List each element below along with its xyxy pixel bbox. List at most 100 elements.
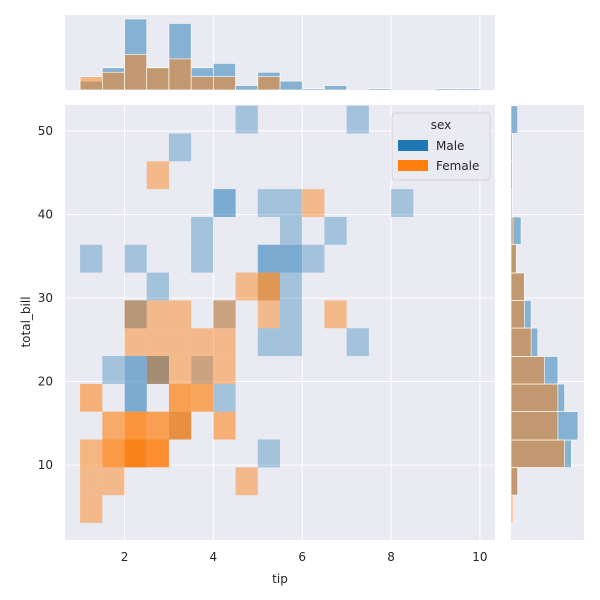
x-marginal-bars (79, 18, 481, 91)
x-marginal-bar-male (301, 88, 325, 91)
hist2d-cell-female (191, 356, 214, 384)
hist2d-cell-female (146, 356, 169, 384)
hist2d-cell-female (124, 300, 147, 329)
x-tick-label: 6 (298, 550, 306, 564)
y-tick-label: 10 (38, 458, 53, 472)
hist2d-cell-female (146, 161, 169, 190)
x-marginal-bar-male (324, 85, 347, 91)
x-tick-label: 8 (387, 550, 395, 564)
hist2d-cell-female (80, 383, 103, 412)
hist2d-cell-female (146, 328, 169, 357)
x-tick-label: 4 (210, 550, 218, 564)
hist2d-cell-female (257, 300, 280, 329)
hist2d-cell-female (102, 467, 125, 496)
hist2d-cell-male (302, 244, 325, 273)
hist2d-cell-female (124, 439, 147, 468)
hist2d-cell-female (80, 495, 103, 523)
hist2d-cell-female (191, 383, 214, 412)
y-marginal-bar-female (510, 216, 514, 245)
hist2d-cell-female (146, 439, 169, 468)
y-marginal-bar-female (510, 272, 525, 301)
legend-label-male: Male (436, 139, 464, 153)
hist2d-cell-female (213, 356, 236, 384)
hist2d-cell-male (213, 300, 236, 329)
hist2d-cell-female (168, 328, 192, 357)
legend-label-female: Female (436, 159, 479, 173)
x-marginal-bar-male (457, 88, 481, 91)
y-marginal-bar-female (510, 244, 517, 274)
x-marginal-bar-female (146, 67, 170, 91)
hist2d-cell-female (235, 467, 258, 496)
legend-title: sex (431, 118, 452, 132)
hist2d-cell-male (280, 216, 303, 245)
hist2d-cell-female (124, 411, 147, 440)
hist2d-cell-male (191, 216, 214, 245)
hist2d-cell-female (124, 328, 147, 357)
hist2d-cell-female (102, 439, 125, 468)
y-marginal-bar-female (510, 356, 545, 385)
hist2d-cell-male (102, 356, 125, 384)
x-marginal-bar-female (257, 76, 281, 91)
hist2d-cell-male (280, 328, 303, 357)
hist2d-cell-male (280, 300, 303, 329)
hist2d-cell-male (280, 244, 303, 273)
hist2d-cell-female (191, 328, 214, 357)
y-axis-label: total_bill (19, 296, 33, 347)
legend-swatch-male (398, 140, 428, 151)
y-marginal-bar-male (510, 133, 513, 162)
y-marginal-bar-female (510, 439, 565, 468)
y-marginal-bar-female (510, 189, 513, 218)
hist2d-cell-male (346, 328, 369, 357)
hist2d-cell-male (235, 105, 258, 134)
y-marginal-bar-female (510, 467, 518, 496)
x-marginal-bar-female (102, 71, 125, 91)
hist2d-cell-male (213, 383, 236, 412)
hist2d-cell-male (280, 272, 303, 301)
x-tick-label: 2 (121, 550, 129, 564)
y-marginal-bar-female (510, 327, 532, 357)
hist2d-cell-female (80, 439, 103, 468)
hist2d-cell-male (146, 272, 169, 301)
x-marginal-bar-female (168, 58, 192, 91)
x-marginal-bar-male (235, 85, 259, 91)
hist2d-cell-female (213, 411, 236, 440)
y-marginal-bar-male (510, 105, 518, 134)
hist2d-cell-male (191, 244, 214, 273)
hist2d-cell-female (146, 411, 169, 440)
hist2d-cell-female (168, 300, 192, 329)
hist2d-cell-male (124, 300, 147, 329)
hist2d-cell-male (257, 189, 280, 217)
hist2d-cell-female (168, 411, 192, 440)
y-marginal-bar-female (510, 411, 559, 441)
hist2d-cells (80, 105, 414, 523)
hist2d-cell-female (80, 467, 103, 496)
hist2d-cell-male (168, 133, 192, 162)
hist2d-cell-male (257, 328, 280, 357)
hist2d-cell-male (346, 105, 369, 134)
y-tick-label: 20 (38, 375, 53, 389)
hist2d-cell-male (124, 383, 147, 412)
x-marginal-bar-female (124, 54, 148, 91)
hist2d-cell-male (324, 216, 347, 245)
hist2d-cell-male (257, 439, 280, 468)
tick-labels: 2 4 6 8 10 10 20 30 40 50 (38, 124, 488, 564)
x-marginal-bar-female (79, 76, 103, 91)
x-tick-label: 10 (472, 550, 487, 564)
x-marginal-bar-male (279, 80, 303, 91)
legend-swatch-female (398, 160, 428, 171)
hist2d-cell-female (324, 300, 347, 329)
y-tick-label: 30 (38, 291, 53, 305)
hist2d-cell-female (235, 272, 258, 301)
y-marginal-bar-female (510, 300, 525, 329)
x-marginal-bar-male (435, 88, 458, 91)
hist2d-cell-female (146, 300, 169, 329)
y-tick-label: 50 (38, 124, 53, 138)
y-marginal-bar-female (510, 494, 514, 524)
hist2d-cell-female (213, 300, 236, 329)
x-marginal-bar-female (213, 76, 236, 91)
grid-layer (65, 15, 584, 540)
hist2d-cell-male (124, 244, 147, 273)
hist2d-cell-female (302, 189, 325, 217)
